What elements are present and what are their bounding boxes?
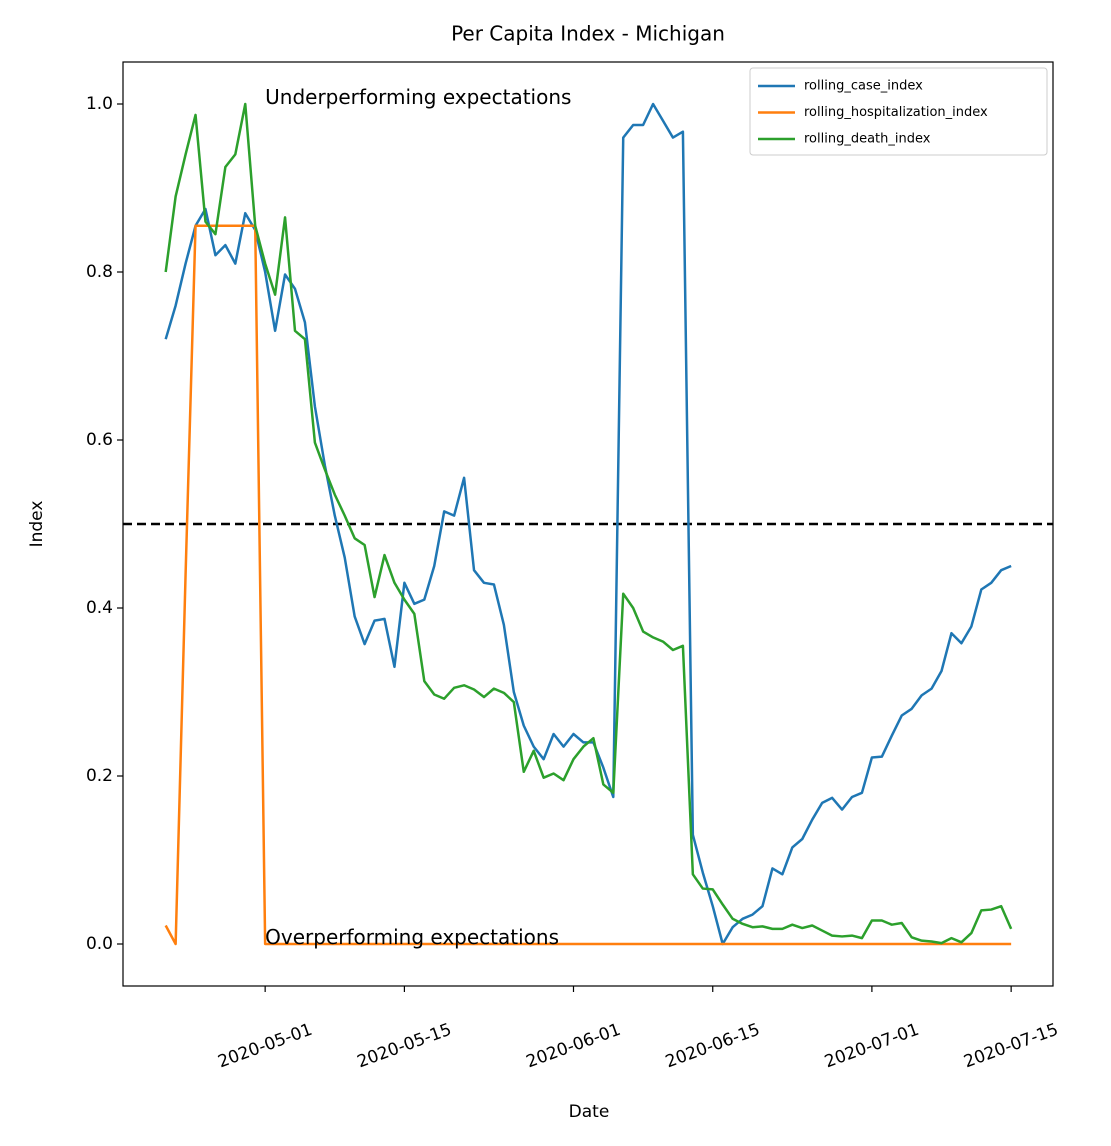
y-tick-label: 0.4 xyxy=(86,598,113,618)
x-tick-label: 2020-06-01 xyxy=(524,1020,624,1073)
legend-label: rolling_death_index xyxy=(804,132,931,147)
line-series xyxy=(164,102,1013,945)
chart-title: Per Capita Index - Michigan xyxy=(451,22,725,46)
legend-label: rolling_case_index xyxy=(804,79,923,94)
legend-label: rolling_hospitalization_index xyxy=(804,105,988,120)
y-axis-label: Index xyxy=(27,501,47,548)
annotation: Underperforming expectations xyxy=(265,85,571,109)
x-tick-label: 2020-05-15 xyxy=(355,1020,455,1073)
x-tick-label: 2020-06-15 xyxy=(663,1020,763,1073)
annotation: Overperforming expectations xyxy=(265,925,559,949)
y-tick-label: 0.0 xyxy=(86,934,113,954)
plot-frame xyxy=(122,61,1054,987)
x-tick-label: 2020-07-15 xyxy=(961,1020,1061,1073)
y-tick-label: 1.0 xyxy=(86,94,113,114)
x-tick-label: 2020-05-01 xyxy=(215,1020,315,1073)
legend-box xyxy=(749,67,1048,156)
y-tick-label: 0.6 xyxy=(86,430,113,450)
y-tick-label: 0.8 xyxy=(86,262,113,282)
x-axis-label: Date xyxy=(569,1102,610,1122)
x-tick-label: 2020-07-01 xyxy=(822,1020,922,1073)
y-tick-label: 0.2 xyxy=(86,766,113,786)
line-series xyxy=(164,224,1012,946)
